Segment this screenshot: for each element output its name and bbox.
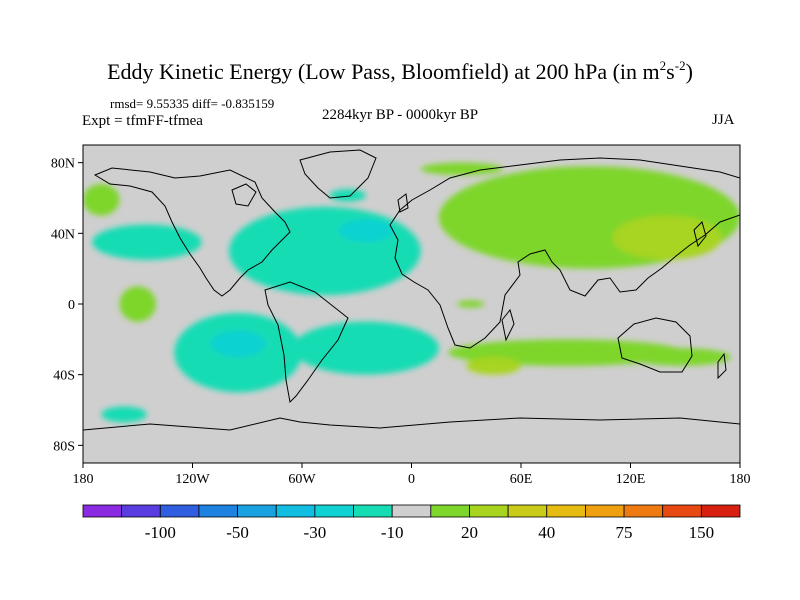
coast-north-america <box>93 167 291 297</box>
colorbar-bin <box>430 504 470 518</box>
region-north-atlantic-core-negative <box>338 219 394 243</box>
season-label: JJA <box>712 112 735 128</box>
experiment-label: Expt = tfmFF-tfmea <box>82 113 203 129</box>
colorbar-bin <box>82 504 123 518</box>
region-south-indian-core-positive <box>466 357 521 375</box>
coast-british-isles <box>397 193 409 213</box>
axes: 180 120W 60W 0 60E 120E 180 80N 40N 0 40S 80S <box>51 157 751 487</box>
region-africa-positive <box>457 300 485 308</box>
colorbar-label: 20 <box>461 523 478 542</box>
region-south-pacific-core-negative <box>210 330 266 357</box>
coast-hudson-bay <box>231 183 257 207</box>
colorbar-bin <box>700 504 741 518</box>
colorbar-bin <box>546 504 586 518</box>
coast-madagascar <box>501 308 515 342</box>
colorbar-bin <box>585 504 625 518</box>
colorbar-bin <box>469 504 509 518</box>
colorbar-bin <box>159 504 200 518</box>
coastlines <box>83 149 740 431</box>
colorbar-bin <box>623 504 664 518</box>
colorbar: -100 -50 -30 -10 20 40 75 150 <box>82 504 741 542</box>
stats-text: rmsd= 9.55335 diff= -0.835159 <box>110 96 275 111</box>
region-southern-ocean-negative <box>101 406 147 423</box>
chart-title: Eddy Kinetic Energy (Low Pass, Bloomfiel… <box>107 58 693 84</box>
x-tick-label: 0 <box>408 472 415 487</box>
coast-australia <box>617 317 693 373</box>
colorbar-bin <box>198 504 238 518</box>
colorbar-label: -100 <box>145 523 176 542</box>
region-east-asia-positive <box>612 215 722 260</box>
coast-south-america <box>264 281 349 404</box>
region-south-atlantic-negative <box>292 321 439 375</box>
y-tick-label: 80N <box>51 157 75 172</box>
period-label: 2284kyr BP - 0000kyr BP <box>322 107 479 123</box>
x-tick-label: 60W <box>288 472 316 487</box>
coast-eurasia-africa <box>389 157 740 349</box>
y-tick-label: 40N <box>51 227 75 242</box>
colorbar-label: 40 <box>538 523 555 542</box>
colorbar-bin <box>662 504 702 518</box>
colorbar-bin <box>314 504 354 518</box>
colorbar-label: -30 <box>304 523 327 542</box>
coast-new-zealand <box>717 352 727 380</box>
colorbar-bin <box>237 504 277 518</box>
anomaly-regions <box>83 162 740 423</box>
region-alaska-positive <box>83 183 120 216</box>
x-tick-label: 180 <box>73 472 94 487</box>
region-arctic-positive <box>420 162 503 176</box>
colorbar-label: -50 <box>226 523 249 542</box>
coast-greenland <box>299 149 377 199</box>
colorbar-bin <box>507 504 548 518</box>
y-tick-label: 0 <box>68 298 75 313</box>
region-tropical-pacific-positive <box>119 286 156 322</box>
coast-antarctica <box>83 417 740 431</box>
x-tick-label: 120E <box>616 472 646 487</box>
colorbar-label: -10 <box>381 523 404 542</box>
colorbar-label: 150 <box>689 523 715 542</box>
colorbar-bin <box>121 504 161 518</box>
colorbar-label: 75 <box>616 523 633 542</box>
x-tick-label: 60E <box>510 472 533 487</box>
colorbar-bin <box>391 504 432 518</box>
colorbar-bin <box>353 504 393 518</box>
y-tick-label: 80S <box>53 439 75 454</box>
x-tick-label: 180 <box>730 472 751 487</box>
colorbar-bin <box>275 504 316 518</box>
coast-japan <box>693 221 707 248</box>
region-north-pacific-east-negative <box>92 224 202 260</box>
y-tick-label: 40S <box>53 369 75 384</box>
region-labrador-negative <box>329 189 366 202</box>
region-australia-positive <box>630 348 731 366</box>
region-north-atlantic-negative <box>229 206 421 296</box>
x-tick-label: 120W <box>175 472 210 487</box>
